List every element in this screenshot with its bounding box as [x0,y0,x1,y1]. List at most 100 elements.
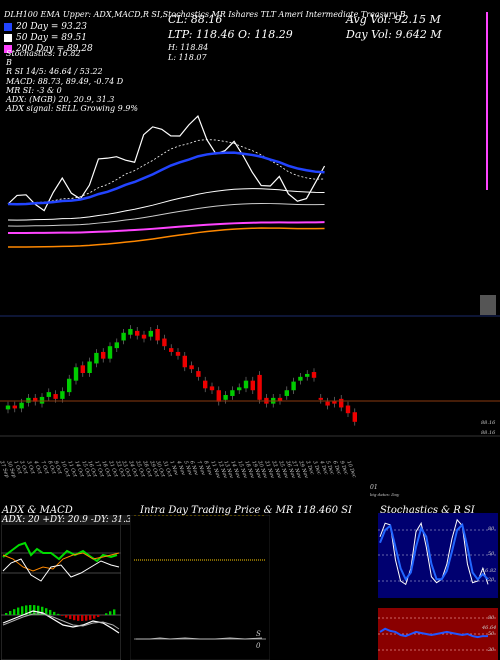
volume-spike [480,295,496,315]
candle-body [318,397,323,400]
candle-body [182,355,187,368]
rsi-readout: R SI 14/5: 46.64 / 53.22 [6,67,103,77]
candle-body [257,374,262,400]
price-label-right: 88.16 [481,420,496,426]
macd-bar [13,609,16,615]
candle-body [5,405,11,410]
legend-swatch [4,23,12,31]
intra-price-line [136,637,263,640]
stoch-k-line [379,518,489,586]
day-volume: Day Vol: 9.642 M [346,28,442,41]
candle-body [291,381,296,391]
candle-body [284,390,289,396]
ema-100-line [7,227,325,248]
candle-layer [5,325,357,426]
footer-sub: big dates: Day [370,492,400,497]
candle-body [216,390,221,402]
candle-body [114,342,119,349]
close-value: CL: 88.16 [168,13,223,26]
macd-bar [89,615,92,620]
candle-body [73,367,79,381]
stochastics-readout: Stochastics: 16.82 [6,49,81,58]
macd-bar [9,611,12,615]
rsi-lines [379,627,488,639]
minus-dy-line [2,558,120,582]
adx-values: ADX: 20 +DY: 20.9 -DY: 31.34 [2,515,138,525]
header-line: DLH100 EMA Upper: ADX,MACD,R SI,Stochast… [4,10,406,19]
candle-body [311,372,317,378]
legend-item-20day: 20 Day = 93.23 [4,22,93,32]
macd-histogram [5,605,116,621]
low-value: L: 118.07 [168,53,207,62]
macd-bar [5,613,8,615]
macd-bar [97,615,100,618]
candle-body [53,394,58,399]
candle-body [67,378,72,393]
macd-bar [61,615,64,616]
macd-bar [33,605,36,615]
x-axis-labels: 27 Sep 30 Sep 1 Oct 2 Oct 3 Oct 4 Oct 7 Oct 8 O… [0,458,500,484]
macd-bar [21,606,24,615]
candle-body [135,330,140,336]
mrsi-readout: MR SI: -3 & 0 [6,85,62,95]
candle-body [60,391,65,399]
candle-body [325,401,330,406]
macd-bar [69,615,72,620]
adx-title: ADX & MACD [2,505,73,516]
macd-bar [113,609,116,615]
plus-dy-line [2,552,120,572]
stoch-d-line [379,522,489,582]
macd-bar [41,606,44,615]
stoch-tick: 20 [488,577,495,583]
macd-bar [29,605,32,615]
candle-body [162,338,167,347]
rsi-tick: 20 [488,647,495,653]
candle-body [169,348,174,352]
candle-body [189,365,194,370]
ema-50-line [7,188,325,221]
price-line [7,115,326,212]
candle-body [80,365,85,373]
candle-body [196,371,201,377]
candle-body [94,352,99,364]
macd-bar [93,615,96,619]
indicator-list: Stochastics: 16.82 B R SI 14/5: 46.64 / … [6,49,138,113]
candle-body [148,330,153,337]
candle-body [277,397,283,401]
avg-volume: Avg Vol: 92.15 M [346,13,441,26]
legend: 20 Day = 93.23 50 Day = 89.51 200 Day = … [4,22,93,54]
indicator-b: B [6,58,12,68]
intra-right-label2: 0 [256,642,261,650]
open-value: O: 118.29 [238,28,293,41]
candle-body [237,387,242,391]
candle-body [155,328,160,341]
candle-body [101,351,106,359]
footer-center: 01 [370,484,378,491]
macd-bar [105,613,108,615]
legend-item-50day: 50 Day = 89.51 [4,33,93,43]
candle-body [332,400,337,404]
macd-bar [53,611,56,615]
ema-20-line [7,151,325,206]
candle-body [87,361,92,373]
stoch-title: Stochastics & R SI [380,505,475,516]
macd-bar [73,615,76,621]
macd-bar [45,608,48,615]
candle-body [305,373,310,377]
candle-body [243,380,249,389]
candle-body [39,396,45,404]
adx-line [2,541,118,563]
legend-swatch [4,34,12,42]
ltp-value: LTP: 118.46 [168,28,235,41]
ema-layer [7,115,326,248]
stochastics-panel [378,513,498,598]
candle-body [230,390,235,396]
macd-signal-line [2,613,120,630]
macd-bar [57,613,60,615]
candle-body [339,398,344,408]
intra-right-label: S [256,630,261,638]
macd-bar [37,605,40,615]
legend-label: 200 Day = 89.28 [16,44,93,54]
macd-bar [77,615,80,621]
legend-item-200day: 200 Day = 89.28 [4,44,93,54]
